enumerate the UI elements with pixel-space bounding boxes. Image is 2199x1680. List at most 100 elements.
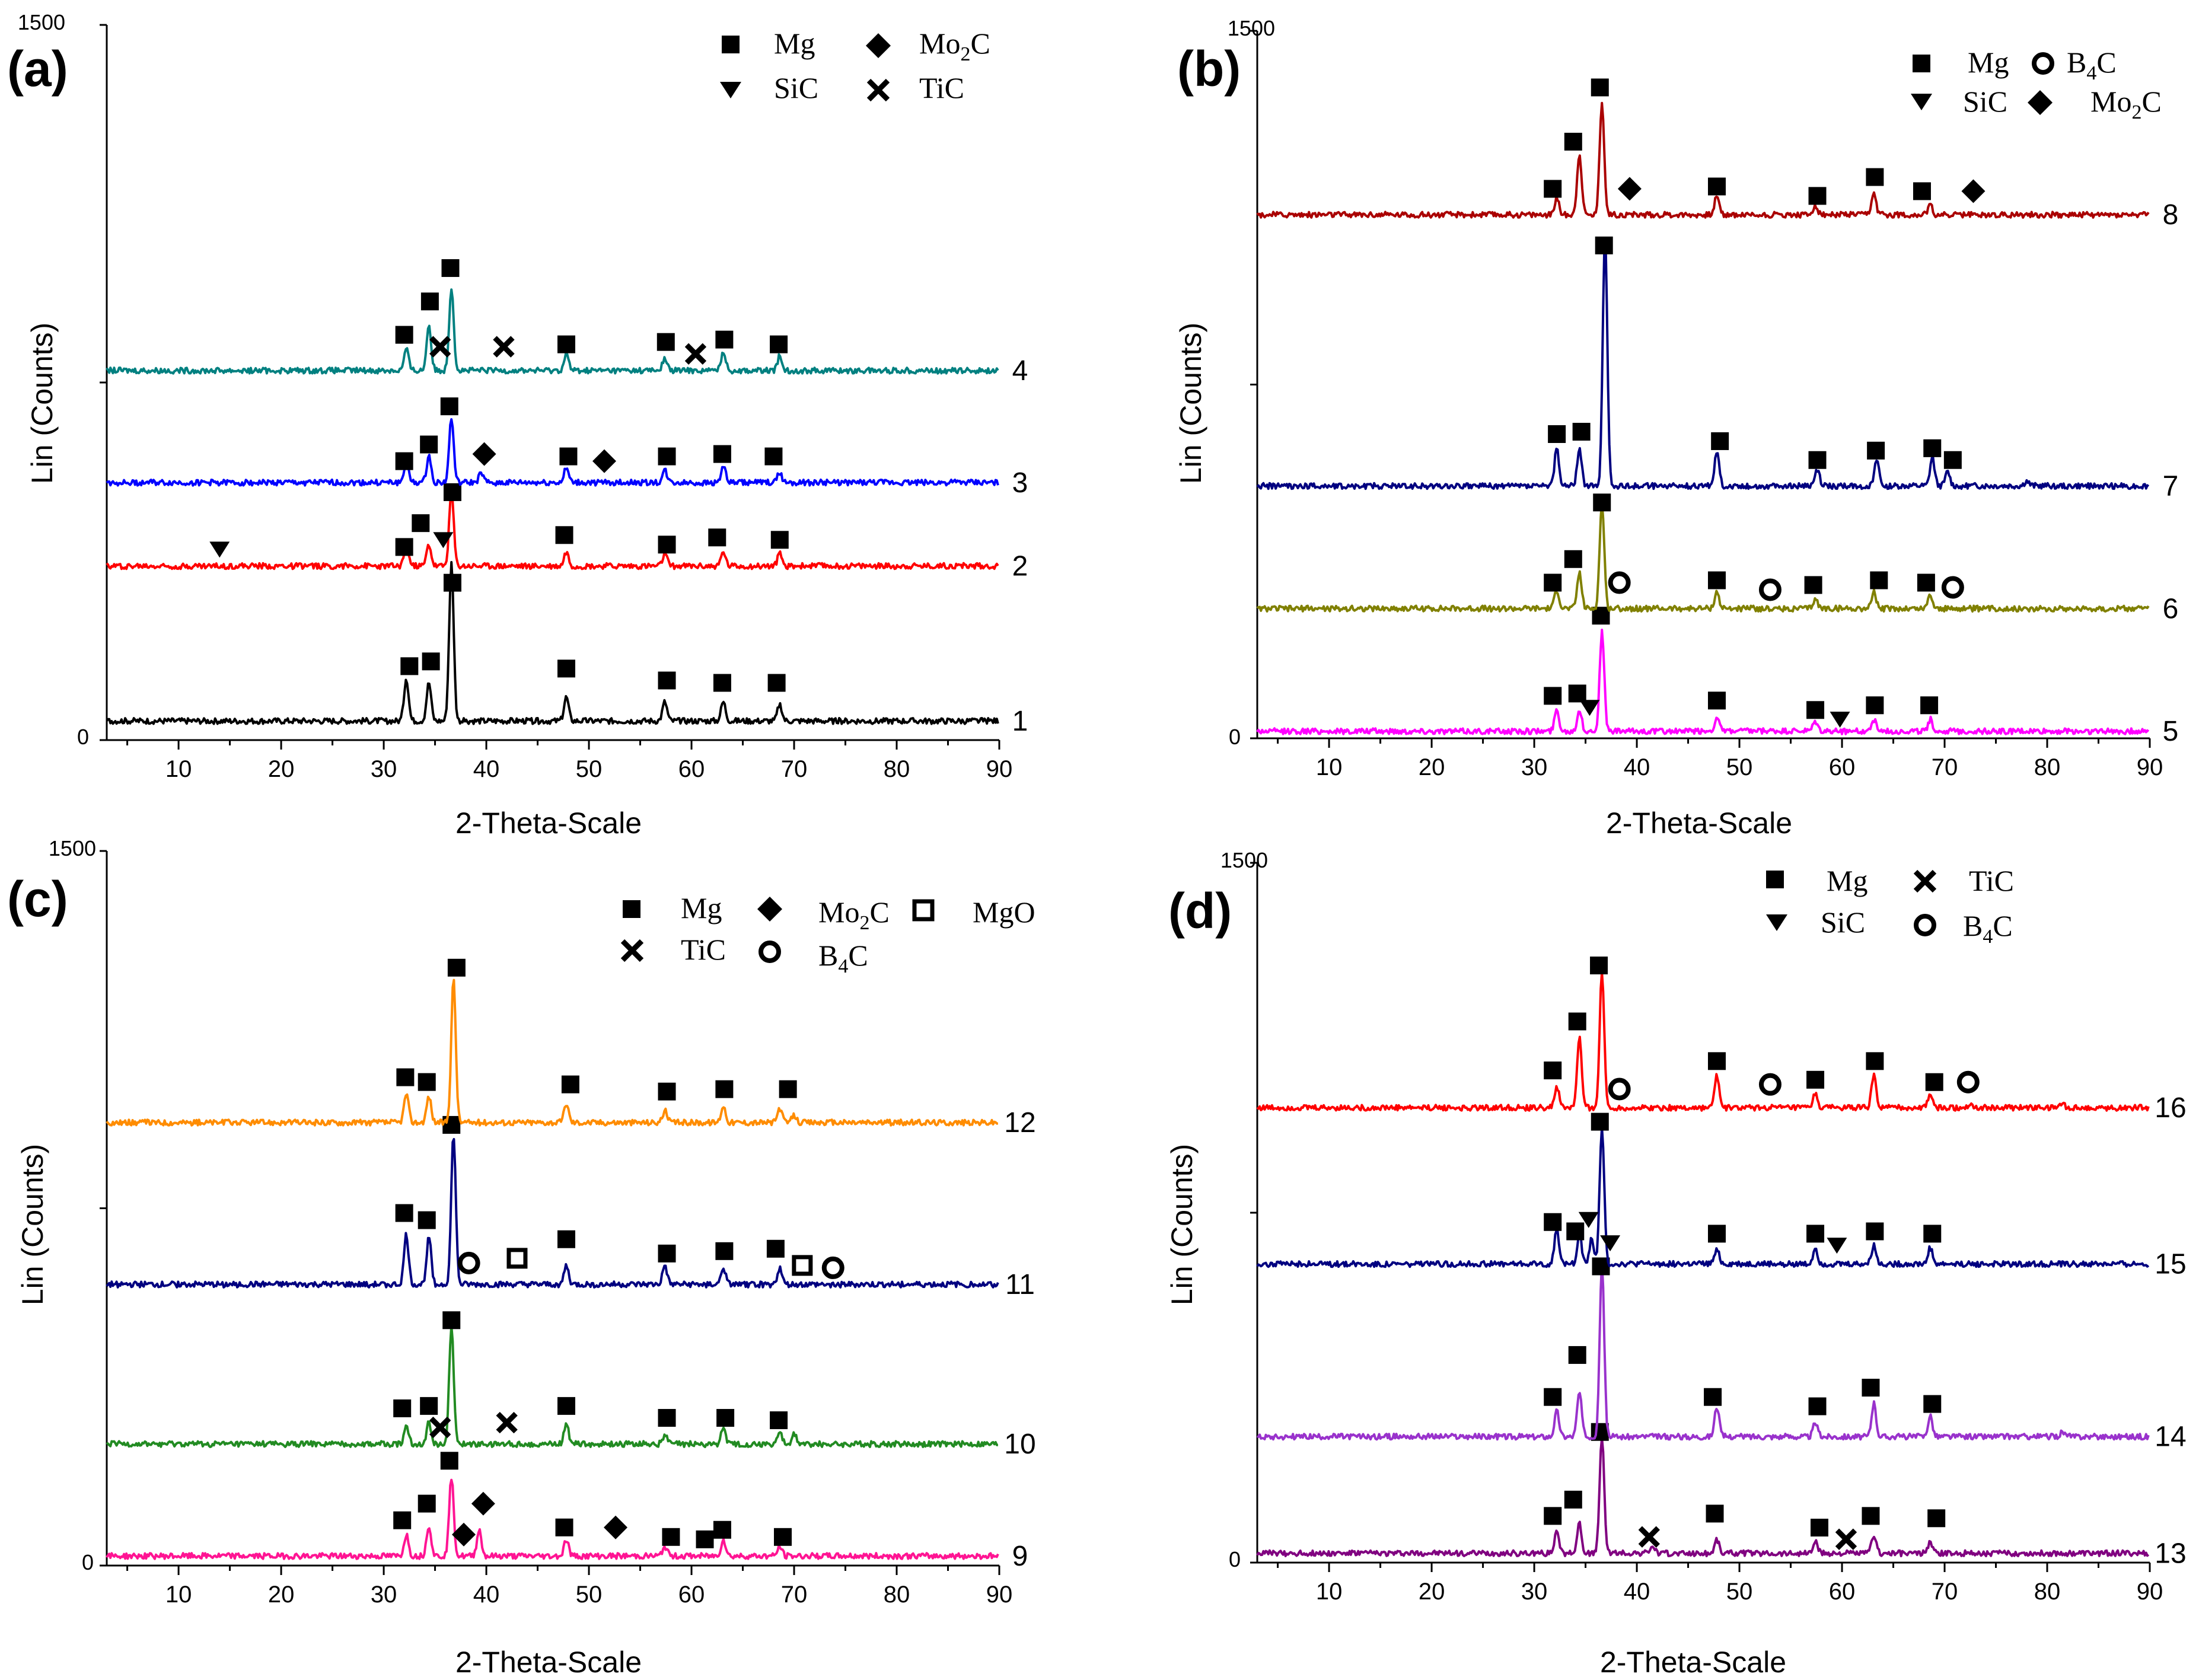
series-line-9 [106,1478,999,1560]
legend-circle-marker [759,941,781,963]
square-phase-marker [1927,1509,1946,1528]
square-phase-marker [1707,571,1726,589]
square-phase-marker [1704,1388,1722,1406]
square-phase-marker [1866,168,1884,186]
legend: Mg Mo2C SiC TiC [720,27,990,104]
square-phase-marker [396,1068,415,1086]
sample-label-16: 16 [2155,1092,2186,1124]
square-phase-marker [1568,1346,1586,1364]
square-phase-marker [1810,1519,1828,1536]
series-line-11 [106,1138,999,1289]
series-line-16 [1256,971,2150,1112]
square-phase-marker [658,1244,676,1263]
square-phase-marker [767,674,786,692]
x-tick-label: 80 [884,756,910,782]
legend-diamond-marker [866,33,891,58]
y-axis-title: Lin (Counts) [26,323,59,484]
legend: Mg B4C SiC Mo2C [1911,46,2162,123]
x-tick-label: 60 [678,1582,705,1608]
x-tick-label: 50 [1726,1579,1753,1605]
square-phase-marker [1564,550,1582,568]
square-phase-marker [1920,696,1939,715]
square-phase-marker [555,526,573,544]
square-phase-marker [1544,1507,1562,1525]
square-phase-marker [715,1242,734,1260]
square-phase-marker [559,447,578,466]
series-line-10 [106,1324,998,1448]
x-tick-label: 30 [1521,754,1548,780]
cross-phase-marker [684,343,707,365]
legend-label-mg: Mg [1827,864,1867,897]
square-phase-marker [395,326,413,344]
square-phase-marker [418,1211,436,1229]
square-phase-marker [656,333,675,351]
diamond-phase-marker [1961,179,1986,203]
square-phase-marker [1544,573,1562,592]
square-phase-marker [1564,1490,1582,1509]
legend-cross-marker [620,939,644,962]
square-phase-marker [422,652,440,671]
square-phase-marker [1867,441,1885,460]
series-line-1 [106,561,999,725]
plot-area: 10 20 30 40 50 60 70 80 905 6 7 8 [1250,30,2178,780]
square-phase-marker [658,1408,676,1427]
square-phase-marker [447,958,466,977]
square-phase-marker [440,1452,458,1470]
y-tick-label-max: 1500 [18,10,65,34]
x-tick-label: 70 [1932,754,1958,780]
legend-label-mo2c: Mo2C [2090,85,2162,123]
series-line-8 [1256,101,2150,219]
x-tick-label: 10 [1316,754,1343,780]
diamond-phase-marker [471,1491,495,1516]
square-phase-marker [442,1311,461,1330]
series-line-3 [106,418,999,487]
square-phase-marker [1866,696,1884,715]
circle-phase-marker [1608,1078,1631,1101]
legend-label-b4c: B4C [2067,46,2117,84]
x-tick-label: 30 [1521,1579,1548,1605]
y-tick-label-max: 1500 [49,836,96,860]
x-tick-label: 30 [371,756,397,782]
circle-phase-marker [1956,1070,1980,1094]
square-phase-marker [770,1411,788,1429]
circle-phase-marker [821,1256,844,1279]
x-tick-label: 40 [473,756,500,782]
square-phase-marker [1544,1388,1562,1406]
cross-phase-marker [496,1411,518,1434]
square-phase-marker [715,1080,734,1098]
series-line-6 [1256,500,2150,613]
y-axis-title: Lin (Counts) [1165,1144,1199,1305]
panel-label: (c) [7,871,68,927]
triangle-phase-marker [209,541,230,558]
square-phase-marker [1943,451,1962,469]
square-phase-marker [658,671,676,690]
square-phase-marker [696,1530,714,1548]
sample-label-15: 15 [2155,1249,2186,1280]
cross-phase-marker [1835,1528,1857,1550]
square-phase-marker [400,657,419,675]
legend-cross-marker [866,78,890,102]
x-tick-label: 20 [1419,1579,1445,1605]
x-tick-label: 50 [576,756,603,782]
legend-label-tic: TiC [1969,864,2014,897]
open-square-phase-marker [792,1255,813,1276]
square-phase-marker [1592,607,1610,625]
x-tick-label: 60 [1829,1579,1856,1605]
diamond-phase-marker [472,442,496,466]
diamond-phase-marker [452,1522,476,1547]
legend-diamond-marker [2028,90,2053,115]
legend: Mg Mo2C MgO TiC B4C [620,891,1035,977]
square-phase-marker [1572,423,1591,441]
circle-phase-marker [1941,576,1964,599]
y-tick-label-zero: 0 [1229,1547,1241,1571]
panel-b: (b) 2-Theta-Scale Lin (Counts) 1500 0 10… [1174,16,2178,840]
x-tick-label: 90 [986,1582,1013,1608]
cross-phase-marker [1638,1526,1661,1548]
legend-label-sic: SiC [1963,85,2007,118]
sample-label-10: 10 [1004,1429,1035,1460]
series-line-15 [1256,1126,2150,1268]
x-axis-title: 2-Theta-Scale [1600,1646,1786,1679]
circle-phase-marker [1758,578,1781,601]
cross-phase-marker [429,1416,451,1439]
